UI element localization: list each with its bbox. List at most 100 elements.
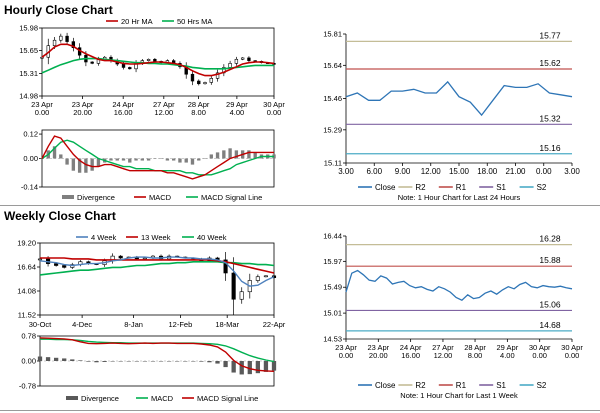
weekly-macd-divergence-bar [78, 360, 83, 361]
weekly-price-candle [142, 257, 147, 260]
weekly-price-ytick-label: 14.08 [17, 287, 36, 296]
weekly-price-40wk-line [39, 261, 275, 276]
hourly-price-xtick-label: 4.00 [230, 108, 245, 117]
hourly-price-candle [209, 78, 213, 83]
weekly-levels-xtick-label: 8.00 [468, 351, 483, 360]
weekly-macd-divergence-bar [118, 361, 123, 362]
weekly-levels-close-line [345, 269, 573, 301]
hourly-macd-divergence-bar [184, 158, 188, 163]
weekly-price-candle [223, 259, 228, 274]
hourly-levels-close-line [345, 80, 573, 117]
hourly-price-legend-label: 50 Hrs MA [177, 17, 212, 26]
hourly-price-candle [190, 73, 195, 82]
weekly-levels-legend-label: S1 [496, 381, 506, 390]
hourly-price-plot-area [41, 27, 275, 97]
weekly-price-ytick-label: 11.52 [18, 311, 36, 320]
weekly-levels-level-s2-label: 14.68 [539, 320, 561, 330]
weekly-levels-xtick-label: 4.00 [500, 351, 515, 360]
weekly-price-4wk-line [39, 256, 275, 287]
weekly-levels-xtick-label: 0.00 [532, 351, 547, 360]
hourly-price-xtick-label: 29 Apr [226, 100, 248, 109]
hourly-macd-divergence-bar [128, 158, 132, 163]
weekly-macd-divergence-bar [158, 361, 164, 362]
hourly-macd-ytick-label: 0.12 [23, 130, 38, 139]
weekly-levels-xtick-label: 20.00 [369, 351, 388, 360]
hourly-price-ytick-label: 15.65 [19, 46, 38, 55]
hourly-levels-legend-label: Close [375, 183, 396, 192]
weekly-macd-divergence-bar [183, 361, 188, 362]
hourly-price-candle [215, 72, 220, 79]
weekly-macd-divergence-bar [134, 361, 139, 362]
weekly-macd-divergence-bar [53, 357, 59, 361]
hourly-levels-xtick-label: 12.00 [421, 167, 442, 176]
weekly-price-candle [263, 275, 268, 278]
hourly-macd-legend-label: Divergence [77, 193, 115, 202]
weekly-levels-note: Note: 1 Hour Chart for Last 1 Week [400, 391, 518, 400]
weekly-macd-divergence-bar [142, 361, 148, 362]
weekly-levels-xtick-label: 24 Apr [400, 343, 422, 352]
weekly-macd-ytick-label: -0.78 [19, 382, 36, 391]
hourly-macd-divergence-bar [222, 150, 226, 159]
hourly-macd-divergence-bar [40, 158, 44, 159]
weekly-price-candle [62, 265, 67, 268]
hourly-macd-legend-label: MACD Signal Line [201, 193, 262, 202]
weekly-levels-xtick-label: 30 Apr [561, 343, 583, 352]
weekly-macd-legend-label: MACD Signal Line [197, 394, 258, 403]
hourly-macd-divergence-bar [190, 158, 195, 165]
hourly-levels-xtick-label: 9.00 [395, 167, 411, 176]
weekly-price-xtick-label: 4-Dec [72, 320, 92, 329]
hourly-levels-ytick-label: 15.46 [323, 94, 342, 103]
hourly-price-ma20-line [41, 43, 275, 77]
hourly-price-xtick-label: 24 Apr [112, 100, 134, 109]
weekly-macd-line [39, 337, 275, 372]
weekly-levels-ytick-label: 15.49 [323, 283, 342, 292]
hourly-price-candle [203, 82, 207, 85]
weekly-macd-divergence-bar [207, 361, 212, 363]
weekly-price-candle [271, 275, 277, 278]
weekly-levels-xtick-label: 23 Apr [367, 343, 389, 352]
hourly-levels-legend-label: R1 [456, 183, 467, 192]
weekly-macd-divergence-bar [175, 361, 180, 362]
weekly-price-ytick-label: 19.20 [17, 239, 36, 248]
hourly-levels-xtick-label: 6.00 [366, 167, 382, 176]
hourly-macd-divergence-bar [96, 158, 101, 167]
weekly-price-xtick-label: 18-Mar [215, 320, 239, 329]
hourly-price-xtick-label: 0.00 [35, 108, 50, 117]
bottom-divider [0, 410, 600, 411]
weekly-macd-divergence-bar [102, 361, 107, 362]
weekly-price-candle [239, 291, 244, 300]
weekly-macd-divergence-bar [62, 358, 67, 361]
hourly-macd-divergence-bar [203, 158, 207, 159]
hourly-price-candle [240, 57, 245, 60]
hourly-macd-divergence-bar [109, 158, 113, 161]
hourly-levels-note: Note: 1 Hour Chart for Last 24 Hours [398, 193, 521, 202]
hourly-macd-divergence-bar [159, 158, 163, 159]
hourly-levels-ytick-label: 15.11 [324, 159, 342, 168]
hourly-price-xtick-label: 28 Apr [188, 100, 210, 109]
weekly-levels-xtick-label: 30 Apr [529, 343, 551, 352]
weekly-price-plot-area [39, 242, 275, 316]
hourly-macd-divergence-bar [121, 158, 126, 161]
hourly-price-xtick-label: 23 Apr [31, 100, 53, 109]
weekly-levels-ytick-label: 15.01 [323, 309, 342, 318]
weekly-levels-xtick-label: 29 Apr [497, 343, 519, 352]
weekly-levels-level-r1-label: 15.88 [539, 255, 561, 265]
hourly-macd-divergence-bar [197, 158, 201, 161]
weekly-macd-legend-label: MACD [151, 394, 174, 403]
hourly-levels-legend-label: R2 [415, 183, 426, 192]
hourly-macd-divergence-bar [234, 150, 239, 159]
hourly-price-xtick-label: 0.00 [267, 108, 282, 117]
hourly-levels-xtick-label: 3.00 [338, 167, 354, 176]
hourly-macd-divergence-bar [165, 158, 170, 161]
hourly-levels-ytick-label: 15.81 [323, 30, 342, 39]
weekly-macd-divergence-bar [263, 361, 269, 372]
hourly-macd-line [41, 135, 274, 180]
weekly-section-title: Weekly Close Chart [4, 209, 116, 223]
weekly-levels-ytick-label: 15.97 [323, 257, 342, 266]
hourly-price-ytick-label: 14.98 [19, 92, 38, 101]
weekly-price-xtick-label: 22-Apr [263, 320, 286, 329]
hourly-price-ytick-label: 15.31 [19, 69, 38, 78]
